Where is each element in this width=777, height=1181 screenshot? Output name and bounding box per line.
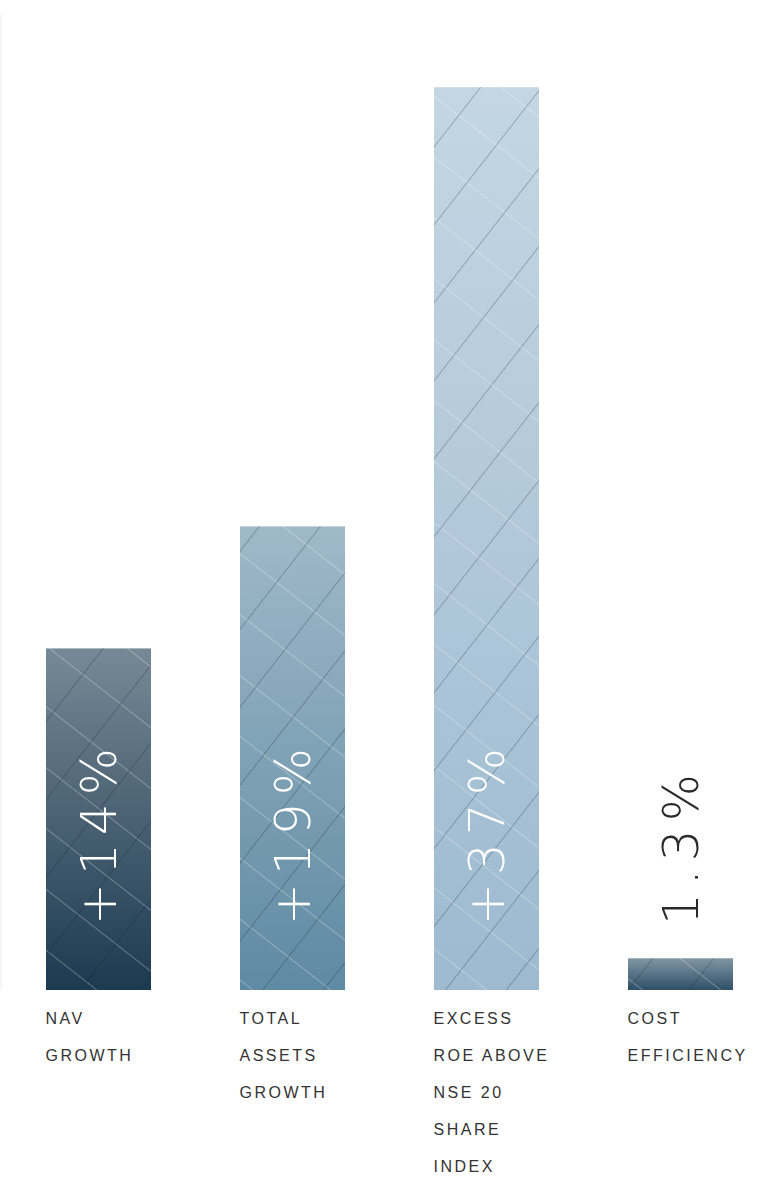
svg-text:INDEX: INDEX (434, 1158, 495, 1175)
svg-text:+37%: +37% (458, 740, 516, 925)
svg-text:TOTAL: TOTAL (240, 1010, 303, 1027)
svg-text:EXCESS: EXCESS (434, 1010, 514, 1027)
svg-text:EFFICIENCY: EFFICIENCY (628, 1047, 748, 1064)
svg-text:COST: COST (628, 1010, 682, 1027)
svg-text:NAV: NAV (46, 1010, 85, 1027)
svg-text:ASSETS: ASSETS (240, 1047, 318, 1064)
svg-text:+14%: +14% (70, 740, 128, 925)
svg-text:GROWTH: GROWTH (240, 1084, 328, 1101)
svg-text:SHARE: SHARE (434, 1121, 502, 1138)
svg-text:GROWTH: GROWTH (46, 1047, 134, 1064)
svg-text:NSE 20: NSE 20 (434, 1084, 504, 1101)
svg-text:+19%: +19% (264, 740, 322, 925)
svg-text:1.3%: 1.3% (652, 766, 710, 925)
svg-text:ROE ABOVE: ROE ABOVE (434, 1047, 550, 1064)
